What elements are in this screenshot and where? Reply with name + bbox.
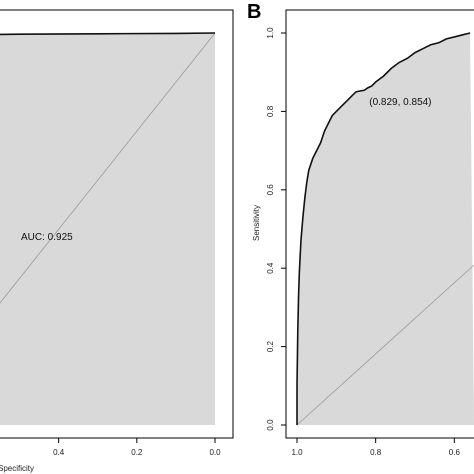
panel-a-x-tick-label: 0.4 — [53, 448, 65, 457]
panel-b-x-tick-label: 0.6 — [449, 448, 461, 457]
panel-b-y-tick-label: 0.0 — [266, 419, 275, 431]
panel-b-threshold-annotation: (0.829, 0.854) — [369, 97, 431, 108]
panel-b-y-tick-label: 0.4 — [266, 262, 275, 274]
panel-b-y-tick-label: 0.2 — [266, 340, 275, 352]
panel-a-roc-curve — [0, 32, 216, 36]
panel-b-y-tick-label: 1.0 — [266, 27, 275, 39]
panel-b-y-tick-label: 0.8 — [266, 105, 275, 117]
panel-a-frame — [0, 9, 234, 439]
panel-a: 0.4 0.2 0.0 AUC: 0.925 Specificity — [0, 9, 234, 473]
panel-b-y-ticks: 0.0 0.2 0.4 0.6 0.8 1.0 — [266, 27, 286, 431]
panel-b-x-tick-label: 0.8 — [370, 448, 382, 457]
panel-a-auc-annotation: AUC: 0.925 — [21, 232, 73, 243]
panel-a-auc-area — [0, 33, 215, 425]
panel-b-y-tick-label: 0.6 — [266, 184, 275, 196]
panel-b-x-tick-label: 1.0 — [291, 448, 303, 457]
panel-b-roc-curve — [296, 32, 471, 425]
panel-b-x-ticks: 1.0 0.8 0.6 — [291, 438, 460, 457]
panel-b-auc-area — [297, 33, 474, 425]
panel-a-diagonal-line — [0, 32, 216, 304]
panel-a-x-tick-label: 0.0 — [209, 448, 221, 457]
panel-b-diagonal-line — [296, 264, 474, 426]
panel-a-x-tick-label: 0.2 — [131, 448, 143, 457]
panel-b-y-axis-title: Sensitivity — [252, 205, 261, 241]
panel-a-x-axis-title: Specificity — [0, 464, 34, 473]
panel-b-label: B — [247, 1, 261, 23]
panel-b: B 0.0 0.2 0.4 0.6 0.8 1.0 1.0 0.8 0.6 Sensitivi… — [247, 1, 474, 457]
panel-a-x-ticks: 0.4 0.2 0.0 — [53, 438, 221, 457]
panel-b-frame — [285, 9, 474, 439]
